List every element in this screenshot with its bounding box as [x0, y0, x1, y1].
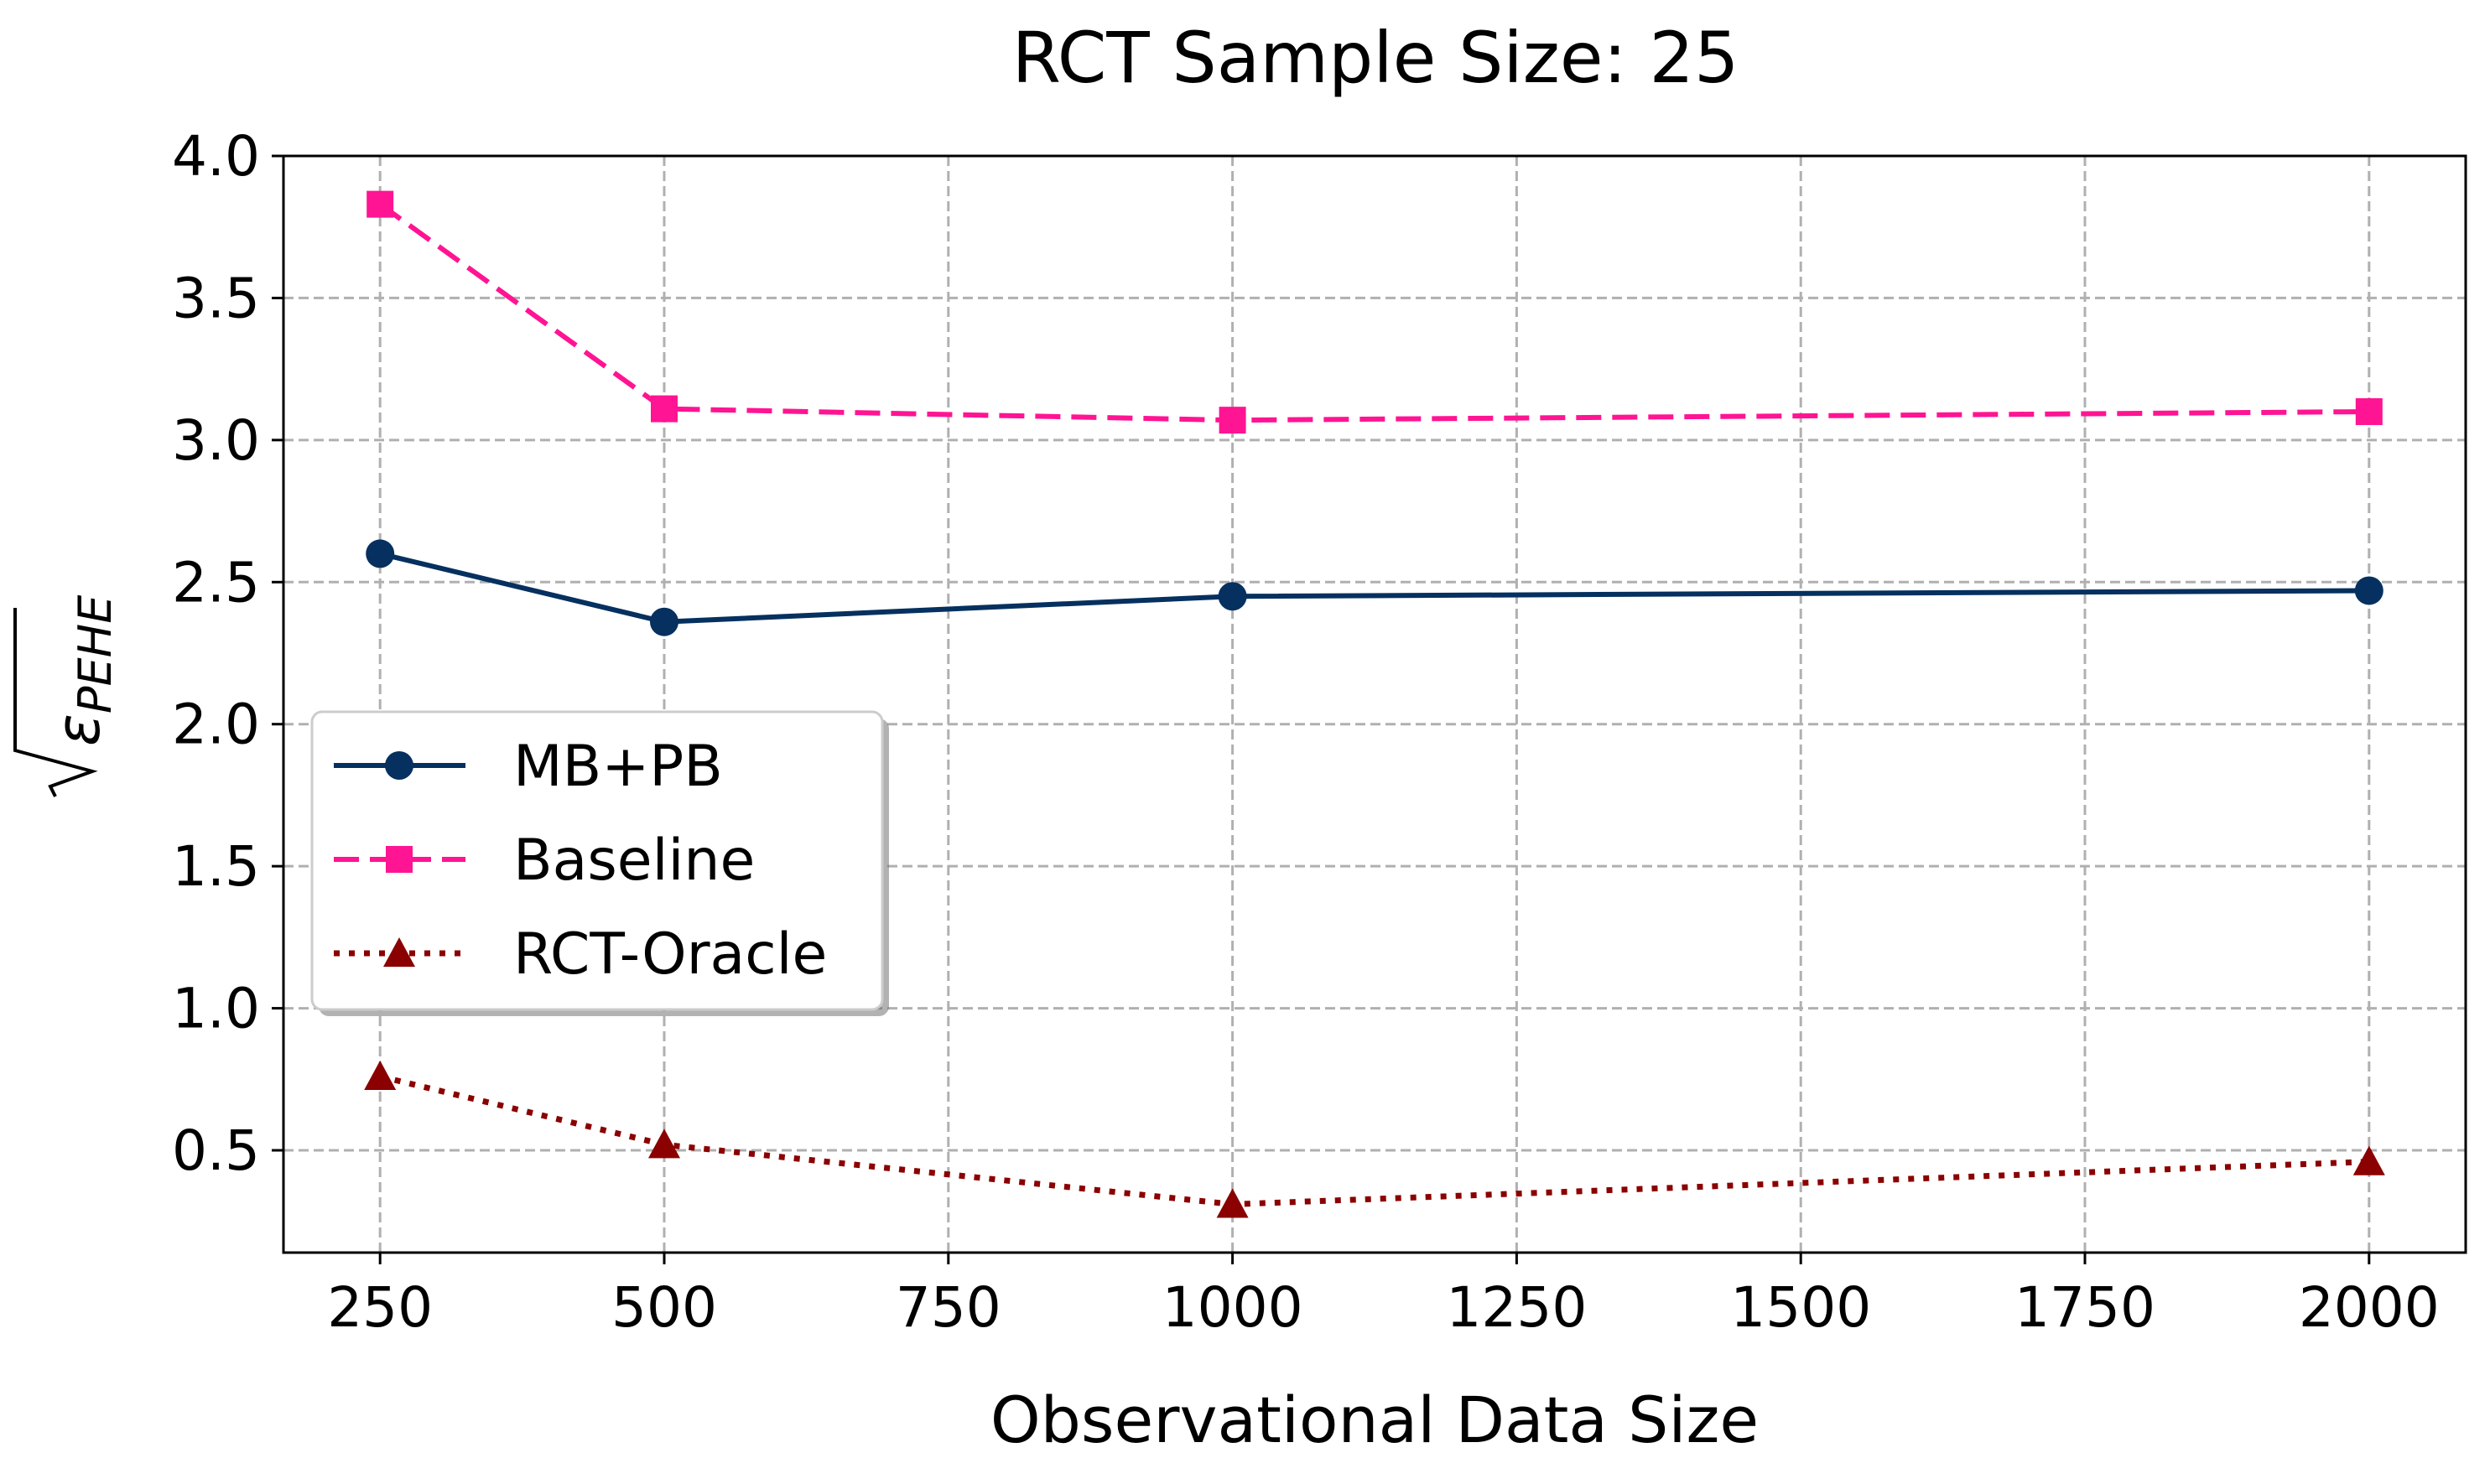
legend-box — [310, 710, 884, 1011]
legend-label: RCT-Oracle — [513, 921, 827, 988]
data-point-rct-oracle — [647, 1129, 680, 1159]
series-mb-pb — [366, 539, 2383, 636]
y-axis-label-symbol: ε — [43, 713, 113, 746]
y-axis-label: εPEHE — [13, 594, 122, 797]
grid — [283, 154, 2466, 1253]
plot-frame — [282, 154, 2467, 1254]
data-point-mb-pb — [366, 539, 395, 568]
y-tick-label: 1.5 — [172, 834, 260, 899]
series-baseline — [366, 190, 2383, 434]
x-tick-label: 2000 — [2299, 1275, 2440, 1340]
data-point-mb-pb — [649, 607, 678, 636]
legend-item-baseline: Baseline — [334, 828, 755, 894]
data-point-mb-pb — [2354, 576, 2383, 605]
series-line-baseline — [378, 202, 2369, 423]
legend-marker — [386, 846, 413, 873]
data-point-rct-oracle — [364, 1060, 397, 1091]
data-point-baseline — [1219, 407, 1246, 434]
legend-label: MB+PB — [513, 734, 723, 800]
data-point-rct-oracle — [1216, 1188, 1249, 1218]
y-tick-label: 2.5 — [172, 550, 260, 615]
x-axis: 250 500 750 1000 1250 1500 1750 2000 — [327, 1253, 2440, 1340]
x-tick-label: 1000 — [1162, 1275, 1303, 1340]
y-axis-label-subscript: PEHE — [69, 594, 122, 713]
legend-item-mb-pb: MB+PB — [334, 734, 723, 800]
x-tick-label: 250 — [327, 1275, 433, 1340]
y-axis: 0.5 1.0 1.5 2.0 2.5 3.0 3.5 4.0 — [172, 124, 283, 1183]
x-axis-label: Observational Data Size — [990, 1383, 1759, 1457]
legend-marker — [385, 751, 413, 780]
sqrt-symbol — [13, 608, 98, 797]
y-tick-label: 4.0 — [172, 124, 260, 189]
y-tick-label: 1.0 — [172, 977, 260, 1041]
legend: MB+PB Baseline RCT-Oracle — [310, 710, 889, 1016]
data-point-baseline — [2355, 397, 2383, 425]
legend-marker — [383, 937, 415, 968]
y-tick-label: 2.0 — [172, 693, 260, 757]
x-tick-label: 1750 — [2014, 1275, 2155, 1340]
x-tick-label: 500 — [611, 1275, 717, 1340]
x-tick-label: 1500 — [1730, 1275, 1871, 1340]
data-point-baseline — [366, 190, 394, 218]
x-tick-label: 750 — [896, 1275, 1001, 1340]
data-point-rct-oracle — [2352, 1145, 2385, 1175]
data-point-mb-pb — [1218, 582, 1247, 611]
series-line-rct-oracle — [379, 1073, 2369, 1207]
legend-item-rct-oracle: RCT-Oracle — [334, 921, 827, 988]
x-tick-label: 1250 — [1446, 1275, 1587, 1340]
series-line-mb-pb — [379, 551, 2369, 625]
y-tick-label: 3.0 — [172, 408, 260, 473]
series-rct-oracle — [364, 1060, 2385, 1218]
legend-label: Baseline — [513, 828, 755, 894]
y-tick-label: 0.5 — [172, 1118, 260, 1183]
svg-text:εPEHE: εPEHE — [43, 594, 122, 746]
y-tick-label: 3.5 — [172, 266, 260, 330]
series-layer — [364, 190, 2385, 1218]
data-point-baseline — [650, 395, 678, 423]
chart-title: RCT Sample Size: 25 — [1012, 17, 1739, 99]
